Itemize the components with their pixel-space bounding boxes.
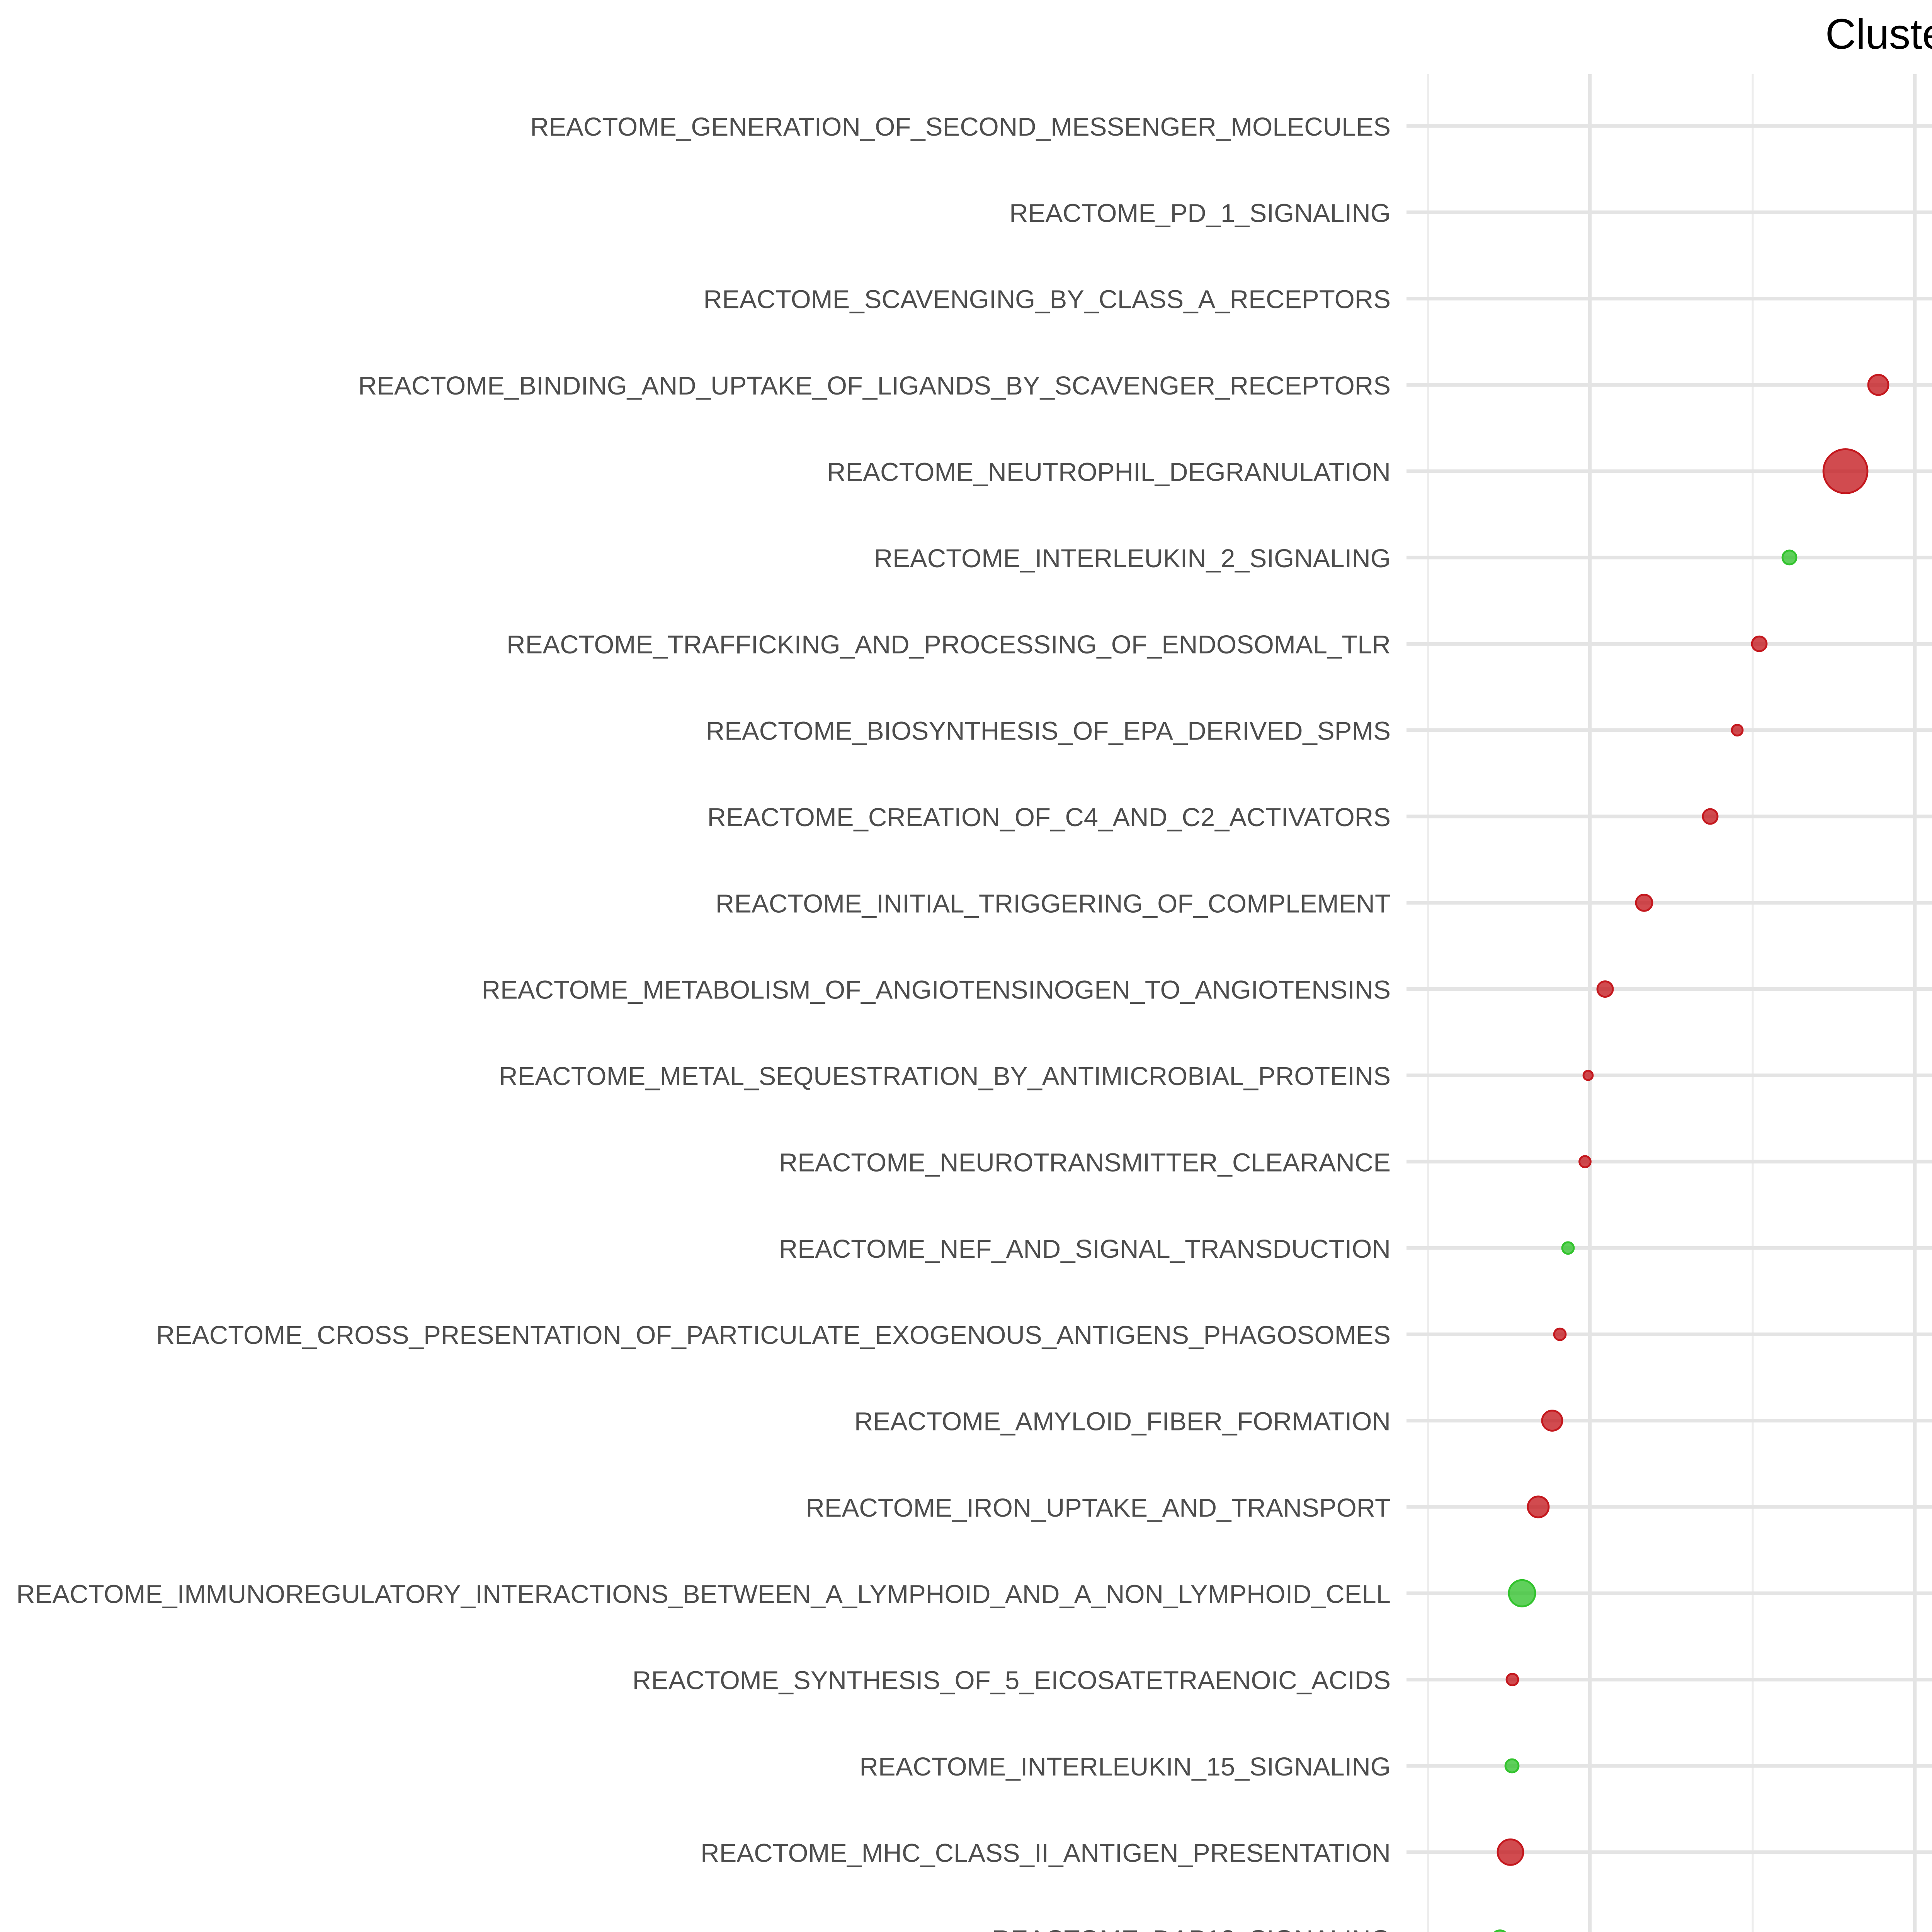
svg-text:REACTOME_PD_1_SIGNALING: REACTOME_PD_1_SIGNALING	[1009, 199, 1391, 228]
svg-text:REACTOME_CREATION_OF_C4_AND_C2: REACTOME_CREATION_OF_C4_AND_C2_ACTIVATOR…	[707, 803, 1391, 832]
svg-text:REACTOME_IRON_UPTAKE_AND_TRANS: REACTOME_IRON_UPTAKE_AND_TRANSPORT	[806, 1493, 1391, 1522]
svg-text:REACTOME_NEUROTRANSMITTER_CLEA: REACTOME_NEUROTRANSMITTER_CLEARANCE	[779, 1148, 1391, 1177]
svg-text:REACTOME_NEUTROPHIL_DEGRANULAT: REACTOME_NEUTROPHIL_DEGRANULATION	[827, 458, 1391, 487]
svg-text:REACTOME_TRAFFICKING_AND_PROCE: REACTOME_TRAFFICKING_AND_PROCESSING_OF_E…	[507, 630, 1391, 659]
svg-text:REACTOME_METAL_SEQUESTRATION_B: REACTOME_METAL_SEQUESTRATION_BY_ANTIMICR…	[499, 1062, 1391, 1091]
svg-text:REACTOME_IMMUNOREGULATORY_INTE: REACTOME_IMMUNOREGULATORY_INTERACTIONS_B…	[16, 1580, 1391, 1609]
svg-text:REACTOME_MHC_CLASS_II_ANTIGEN_: REACTOME_MHC_CLASS_II_ANTIGEN_PRESENTATI…	[701, 1838, 1391, 1867]
svg-text:REACTOME_BIOSYNTHESIS_OF_EPA_D: REACTOME_BIOSYNTHESIS_OF_EPA_DERIVED_SPM…	[706, 717, 1391, 746]
svg-text:REACTOME_INTERLEUKIN_15_SIGNAL: REACTOME_INTERLEUKIN_15_SIGNALING	[859, 1752, 1391, 1781]
svg-text:REACTOME_SYNTHESIS_OF_5_EICOSA: REACTOME_SYNTHESIS_OF_5_EICOSATETRAENOIC…	[633, 1666, 1391, 1695]
svg-text:REACTOME_SCAVENGING_BY_CLASS_A: REACTOME_SCAVENGING_BY_CLASS_A_RECEPTORS	[703, 285, 1391, 314]
svg-text:REACTOME_GENERATION_OF_SECOND_: REACTOME_GENERATION_OF_SECOND_MESSENGER_…	[530, 112, 1391, 141]
svg-text:REACTOME_NEF_AND_SIGNAL_TRANSD: REACTOME_NEF_AND_SIGNAL_TRANSDUCTION	[779, 1235, 1391, 1264]
svg-text:REACTOME_INITIAL_TRIGGERING_OF: REACTOME_INITIAL_TRIGGERING_OF_COMPLEMEN…	[716, 889, 1391, 918]
svg-text:REACTOME_INTERLEUKIN_2_SIGNALI: REACTOME_INTERLEUKIN_2_SIGNALING	[874, 544, 1391, 573]
svg-text:REACTOME_DAP12_SIGNALING: REACTOME_DAP12_SIGNALING	[992, 1925, 1391, 1932]
svg-text:REACTOME_METABOLISM_OF_ANGIOTE: REACTOME_METABOLISM_OF_ANGIOTENSINOGEN_T…	[482, 976, 1391, 1005]
svg-text:REACTOME_CROSS_PRESENTATION_OF: REACTOME_CROSS_PRESENTATION_OF_PARTICULA…	[156, 1321, 1391, 1350]
svg-text:REACTOME_AMYLOID_FIBER_FORMATI: REACTOME_AMYLOID_FIBER_FORMATION	[854, 1407, 1391, 1436]
svg-text:Cluster 4: Cluster 4	[1825, 10, 1932, 58]
svg-text:REACTOME_BINDING_AND_UPTAKE_OF: REACTOME_BINDING_AND_UPTAKE_OF_LIGANDS_B…	[358, 371, 1391, 400]
